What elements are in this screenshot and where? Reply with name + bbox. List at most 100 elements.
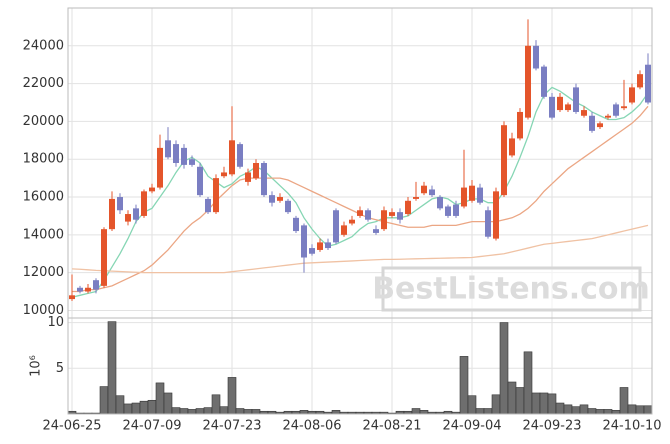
volume-bar bbox=[627, 404, 637, 415]
volume-bar bbox=[579, 404, 589, 415]
candle-body bbox=[461, 187, 467, 207]
candle-body bbox=[349, 219, 355, 224]
volume-bar bbox=[227, 377, 237, 415]
y-tick-label: 24000 bbox=[23, 38, 64, 53]
volume-bar bbox=[555, 402, 565, 415]
candle-body bbox=[477, 187, 483, 203]
candle-body bbox=[645, 64, 651, 103]
candle-body bbox=[325, 242, 331, 249]
candle-body bbox=[501, 125, 507, 196]
candle-body bbox=[605, 115, 611, 118]
candle-body bbox=[429, 189, 435, 196]
volume-bar bbox=[331, 410, 341, 415]
candle-body bbox=[141, 191, 147, 216]
volume-bar bbox=[563, 404, 573, 415]
candle-body bbox=[117, 197, 123, 211]
volume-bar bbox=[571, 406, 581, 415]
plot: 24-06-25 24-07-09 24-07-23 24-08-06 24-08-21… bbox=[23, 7, 662, 434]
volume-bar bbox=[475, 408, 485, 415]
volume-bar bbox=[419, 410, 429, 415]
candle-body bbox=[221, 172, 227, 177]
volume-bar bbox=[523, 351, 533, 415]
y-tick-label: 22000 bbox=[23, 76, 64, 91]
volume-bar bbox=[299, 410, 309, 415]
plot-frame bbox=[67, 7, 653, 415]
candle-body bbox=[493, 191, 499, 239]
volume-bar bbox=[411, 408, 421, 415]
candle-body bbox=[93, 280, 99, 290]
volume-bar bbox=[643, 405, 653, 415]
candle-body bbox=[581, 110, 587, 116]
x-tick-label: 24-09-04 bbox=[442, 419, 501, 434]
candle-body bbox=[533, 45, 539, 69]
y-tick-label: 5 bbox=[56, 361, 64, 376]
candle-body bbox=[205, 198, 211, 213]
candle-body bbox=[509, 138, 515, 156]
y-tick-label: 10 bbox=[47, 315, 64, 330]
x-tick-label: 24-10-10 bbox=[602, 419, 661, 434]
candle-body bbox=[549, 96, 555, 118]
candle-body bbox=[485, 210, 491, 237]
candle-body bbox=[565, 104, 571, 111]
candle-body bbox=[269, 195, 275, 203]
candle-body bbox=[309, 248, 315, 254]
candle-body bbox=[277, 197, 283, 201]
candle-body bbox=[245, 172, 251, 182]
volume-bar bbox=[211, 394, 221, 415]
candle-body bbox=[389, 212, 395, 216]
candle-body bbox=[293, 217, 299, 232]
x-tick-label: 24-08-06 bbox=[282, 419, 341, 434]
candle-body bbox=[405, 200, 411, 215]
candle-body bbox=[261, 163, 267, 196]
volume-bar bbox=[619, 387, 629, 415]
volume-bar bbox=[531, 392, 541, 415]
moving-average-line bbox=[71, 224, 649, 274]
candle-body bbox=[85, 287, 91, 292]
candle-body bbox=[213, 178, 219, 213]
candle-body bbox=[573, 87, 579, 112]
x-tick-label: 24-09-23 bbox=[522, 419, 581, 434]
volume-bar bbox=[515, 387, 525, 415]
volume-bar bbox=[147, 399, 157, 415]
volume-bar bbox=[483, 408, 493, 415]
candle-body bbox=[125, 214, 131, 222]
candle-body bbox=[317, 242, 323, 250]
candle-body bbox=[365, 210, 371, 220]
candle-body bbox=[357, 210, 363, 216]
volume-bar bbox=[467, 395, 477, 415]
volume-bar bbox=[507, 381, 517, 415]
candle-body bbox=[589, 115, 595, 131]
volume-bar bbox=[603, 409, 613, 415]
volume-bar bbox=[635, 405, 645, 415]
volume-bar bbox=[235, 408, 245, 415]
candle-body bbox=[525, 45, 531, 118]
volume-bar bbox=[499, 322, 509, 415]
candle-body bbox=[229, 140, 235, 175]
volume-bar bbox=[203, 407, 213, 415]
y-tick-label: 16000 bbox=[23, 190, 64, 205]
candle-body bbox=[517, 111, 523, 139]
y-axis-label: 10⁶ bbox=[29, 355, 44, 377]
candle-body bbox=[149, 187, 155, 192]
volume-bar bbox=[491, 394, 501, 415]
volume-bar bbox=[123, 403, 133, 415]
candle-body bbox=[613, 104, 619, 116]
volume-bar bbox=[539, 392, 549, 415]
volume-bar bbox=[251, 409, 261, 415]
candle-body bbox=[181, 147, 187, 165]
candle-body bbox=[77, 287, 83, 292]
candle-body bbox=[109, 198, 115, 230]
volume-bar bbox=[171, 407, 181, 415]
candle-body bbox=[237, 144, 243, 167]
candle-body bbox=[469, 185, 475, 201]
volume-bar bbox=[131, 402, 141, 415]
x-tick-label: 24-07-23 bbox=[202, 419, 261, 434]
candle-body bbox=[453, 204, 459, 216]
volume-bar bbox=[139, 400, 149, 415]
candle-body bbox=[333, 210, 339, 243]
volume-bar bbox=[595, 409, 605, 415]
candle-body bbox=[133, 208, 139, 220]
candle-body bbox=[173, 144, 179, 163]
candle-body bbox=[397, 212, 403, 220]
volume-bar bbox=[243, 409, 253, 415]
